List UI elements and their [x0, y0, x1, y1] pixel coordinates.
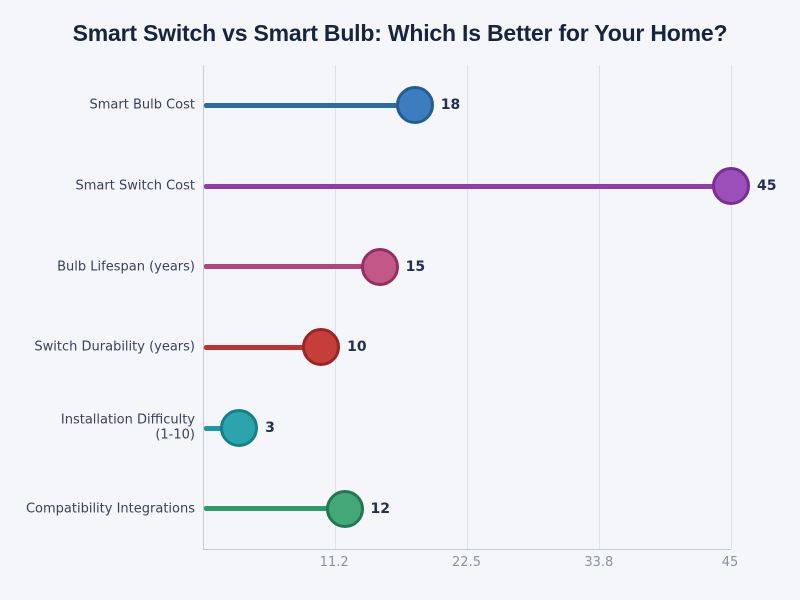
- x-tick-label: 45: [721, 555, 739, 570]
- lollipop-marker: [712, 167, 750, 205]
- lollipop-marker: [302, 328, 341, 367]
- category-label: Smart Bulb Cost: [89, 97, 195, 113]
- gridline: [730, 65, 732, 549]
- gridline: [467, 65, 468, 549]
- lollipop-stem: [204, 264, 380, 270]
- lollipop-marker: [220, 409, 259, 447]
- gridline: [599, 65, 601, 549]
- value-label: 12: [370, 500, 391, 517]
- category-label: Switch Durability (years): [34, 339, 195, 355]
- value-label: 10: [347, 339, 367, 356]
- x-tick-label: 11.2: [319, 555, 349, 570]
- chart-title: Smart Switch vs Smart Bulb: Which Is Bet…: [72, 20, 728, 46]
- value-label: 3: [265, 420, 275, 436]
- lollipop-stem: [204, 344, 322, 350]
- lollipop-marker: [325, 489, 364, 528]
- lollipop-stem: [204, 102, 415, 108]
- gridline: [334, 65, 336, 549]
- category-label: Bulb Lifespan (years): [57, 258, 195, 274]
- plot-area: 18 45 15 10 3 12: [203, 65, 776, 550]
- value-label: 15: [405, 258, 426, 275]
- value-label: 18: [440, 97, 461, 114]
- value-label: 45: [757, 178, 777, 194]
- x-tick-label: 33.8: [584, 555, 614, 570]
- lollipop-stem: [204, 183, 731, 189]
- lollipop-marker: [360, 247, 399, 286]
- lollipop-marker: [395, 86, 434, 125]
- lollipop-stem: [204, 506, 345, 512]
- category-label: Smart Switch Cost: [75, 178, 195, 194]
- category-label: Installation Difficulty (1-10): [60, 412, 195, 443]
- x-tick-label: 22.5: [452, 555, 481, 570]
- category-label: Compatibility Integrations: [25, 500, 195, 516]
